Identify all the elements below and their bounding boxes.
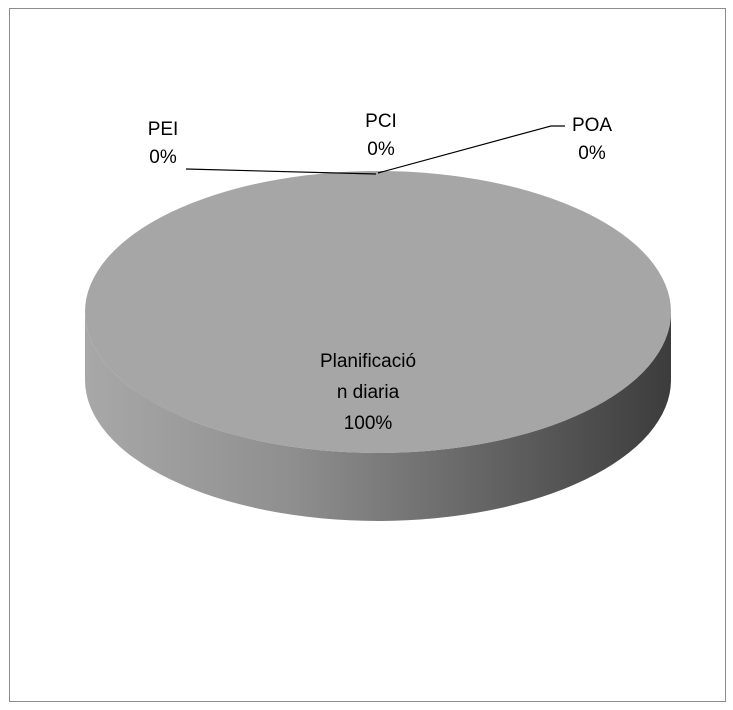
data-label-pci-value: 0% (367, 139, 395, 160)
data-label-poa: POA 0% (556, 112, 628, 168)
data-label-poa-value: 0% (578, 143, 606, 164)
data-label-planificacion-line2: n diaria (336, 382, 400, 403)
data-label-pei-value: 0% (149, 147, 177, 168)
leader-line-poa (377, 125, 565, 174)
pie-slice-side-planificacion-diaria (85, 312, 671, 521)
data-label-pei-name: PEI (147, 119, 179, 140)
leader-line-pei (185, 168, 377, 175)
pie-slice-planificacion-diaria (85, 171, 671, 453)
data-label-pei: PEI 0% (130, 116, 196, 172)
data-label-planificacion-diaria: Planificació n diaria 100% (288, 346, 448, 439)
data-label-planificacion-value: 100% (343, 413, 393, 434)
data-label-poa-name: POA (571, 115, 613, 136)
data-label-pci: PCI 0% (346, 108, 416, 164)
data-label-planificacion-line1: Planificació (319, 351, 417, 372)
data-label-pci-name: PCI (365, 111, 397, 132)
